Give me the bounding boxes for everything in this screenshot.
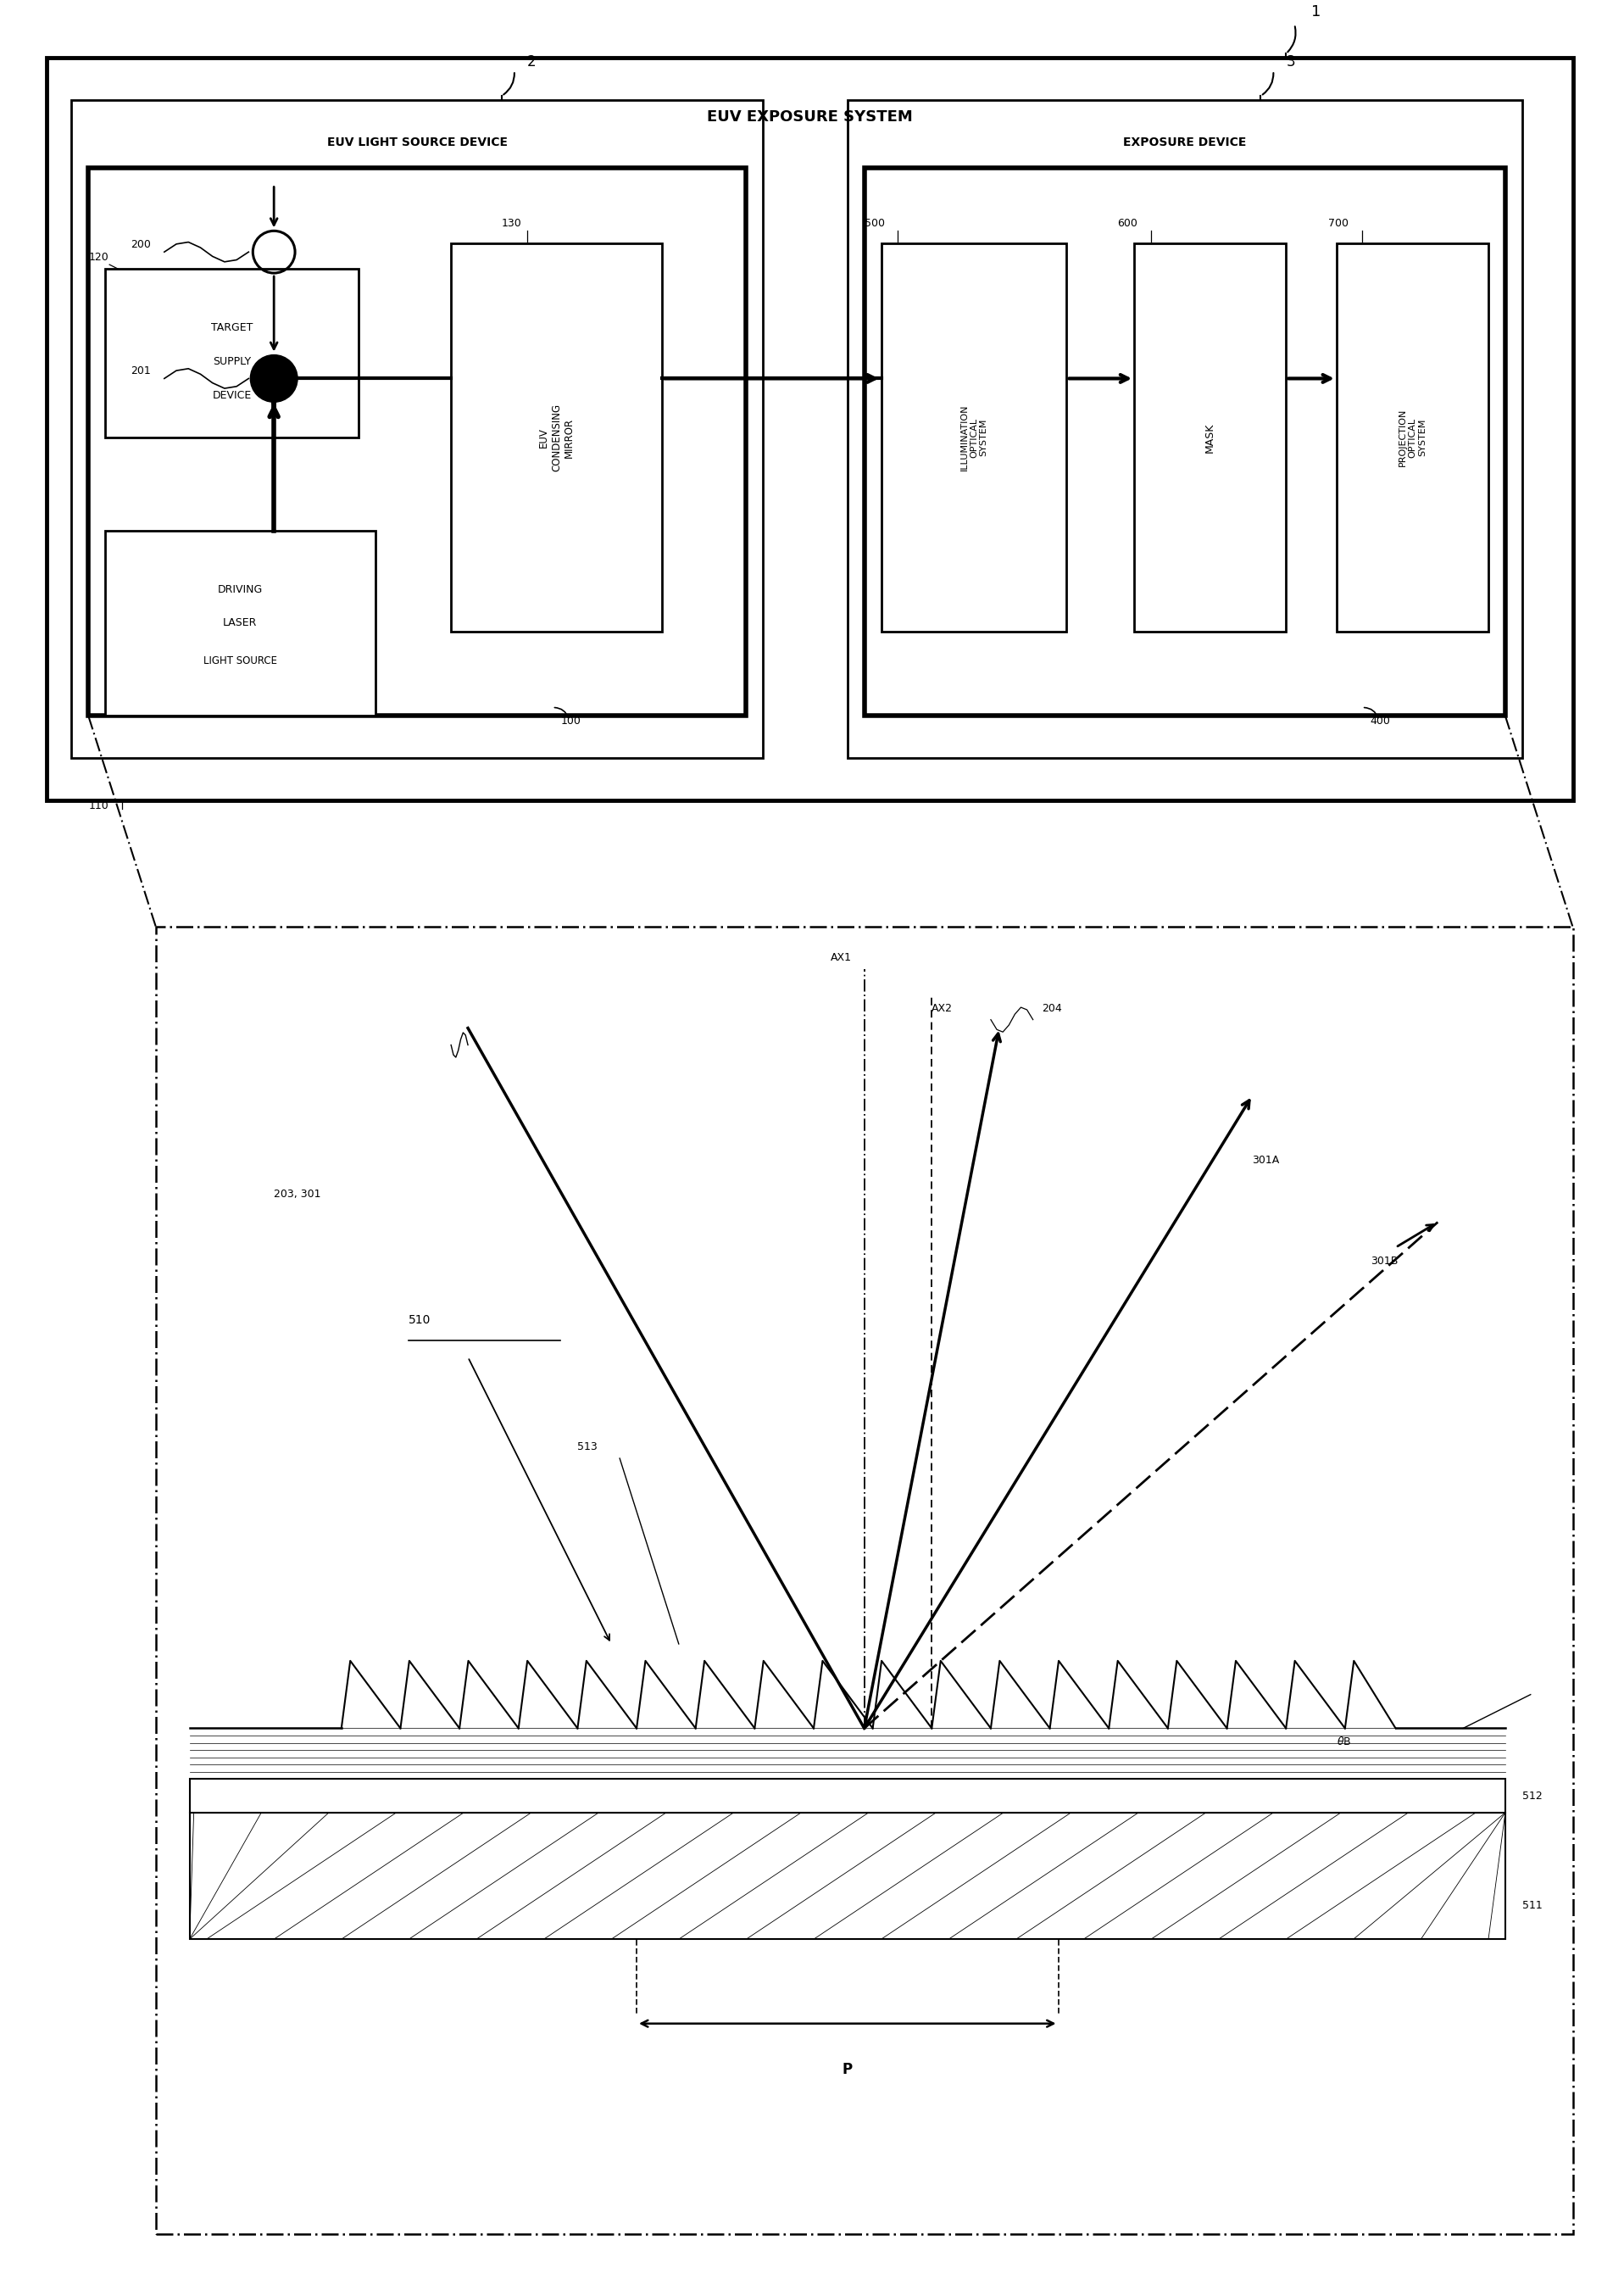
Text: 400: 400 xyxy=(1371,716,1390,727)
Text: ILLUMINATION
OPTICAL
SYSTEM: ILLUMINATION OPTICAL SYSTEM xyxy=(960,403,987,472)
Text: EXPOSURE DEVICE: EXPOSURE DEVICE xyxy=(1124,137,1246,148)
Text: PROJECTION
OPTICAL
SYSTEM: PROJECTION OPTICAL SYSTEM xyxy=(1398,408,1426,467)
Bar xyxy=(88,169,745,716)
Text: MASK: MASK xyxy=(1205,422,1216,454)
Text: 203, 301: 203, 301 xyxy=(274,1187,322,1199)
Text: LIGHT SOURCE: LIGHT SOURCE xyxy=(203,656,278,668)
Text: EUV EXPOSURE SYSTEM: EUV EXPOSURE SYSTEM xyxy=(706,109,913,125)
Bar xyxy=(848,100,1522,759)
Text: 301B: 301B xyxy=(1371,1256,1398,1267)
Bar xyxy=(71,100,763,759)
Bar xyxy=(864,169,1505,716)
Text: 110: 110 xyxy=(88,800,109,811)
Text: 513: 513 xyxy=(578,1440,598,1452)
Text: 500: 500 xyxy=(864,219,885,230)
Text: LASER: LASER xyxy=(222,618,257,629)
Text: 3: 3 xyxy=(1286,55,1294,71)
Bar xyxy=(106,531,375,716)
Text: 120: 120 xyxy=(88,253,109,262)
Text: P: P xyxy=(843,2062,853,2078)
Bar xyxy=(451,244,663,631)
Bar xyxy=(190,1812,1505,1939)
Bar xyxy=(190,1780,1505,1812)
Text: AX2: AX2 xyxy=(932,1003,953,1014)
Text: 1: 1 xyxy=(1311,5,1320,18)
Text: DRIVING: DRIVING xyxy=(218,583,263,595)
Circle shape xyxy=(250,356,297,401)
Text: 201: 201 xyxy=(130,367,151,376)
Text: 204: 204 xyxy=(1041,1003,1062,1014)
Bar xyxy=(156,928,1572,2233)
Text: TARGET: TARGET xyxy=(211,321,253,333)
Text: 301A: 301A xyxy=(1252,1155,1280,1165)
Bar xyxy=(1134,244,1286,631)
Text: 511: 511 xyxy=(1522,1901,1543,1912)
Text: 512: 512 xyxy=(1522,1791,1543,1800)
Bar xyxy=(45,57,1572,800)
Text: $\theta$B: $\theta$B xyxy=(1337,1737,1351,1748)
Text: DEVICE: DEVICE xyxy=(213,390,252,401)
Text: 130: 130 xyxy=(502,219,521,230)
Bar xyxy=(1337,244,1488,631)
Bar xyxy=(106,269,359,438)
Bar xyxy=(882,244,1067,631)
Text: 200: 200 xyxy=(130,239,151,251)
Text: 2: 2 xyxy=(526,55,536,71)
Text: SUPPLY: SUPPLY xyxy=(213,356,250,367)
Text: 100: 100 xyxy=(560,716,581,727)
Text: 510: 510 xyxy=(409,1315,432,1326)
Text: EUV
CONDENSING
MIRROR: EUV CONDENSING MIRROR xyxy=(538,403,575,472)
Text: 600: 600 xyxy=(1117,219,1137,230)
Text: EUV LIGHT SOURCE DEVICE: EUV LIGHT SOURCE DEVICE xyxy=(326,137,508,148)
Text: 700: 700 xyxy=(1328,219,1348,230)
Text: AX1: AX1 xyxy=(830,953,851,964)
